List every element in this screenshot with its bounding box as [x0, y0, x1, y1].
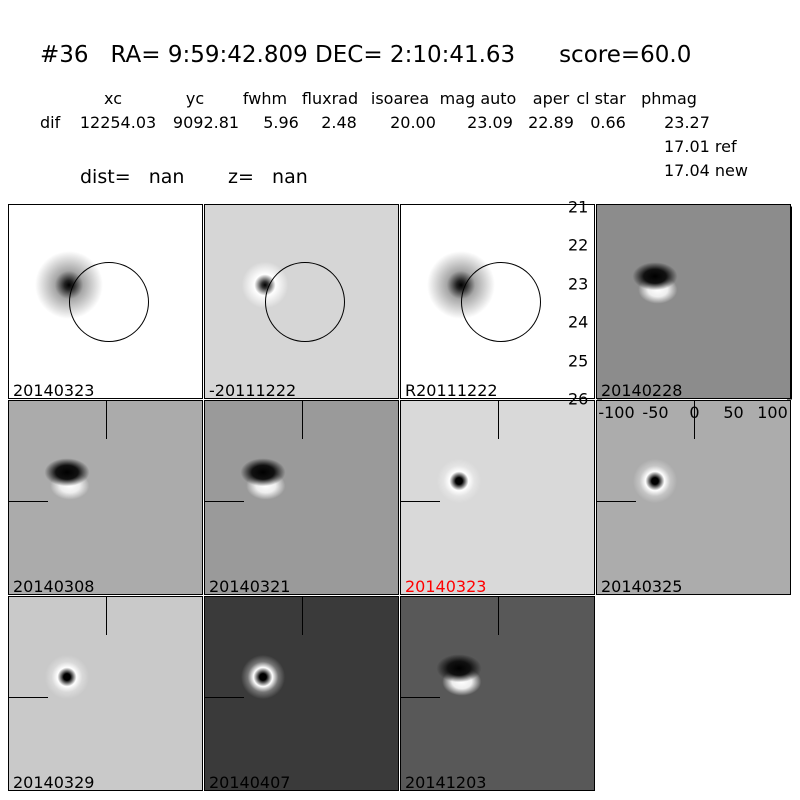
source-blob [39, 451, 95, 507]
x-tick-label: 100 [757, 403, 788, 422]
crosshair-vertical [302, 401, 303, 439]
stamp-label: 20140308 [13, 577, 95, 595]
column-value: 9092.81 [172, 113, 240, 132]
source-blob [627, 255, 683, 311]
column-header: phmag [641, 89, 697, 108]
crosshair-vertical [106, 401, 107, 439]
image-stamp: 20140329 [8, 596, 203, 791]
ref-mag: 17.01 ref [664, 137, 737, 156]
dist-readout: dist= nan [80, 166, 184, 188]
y-tick-label: 25 [568, 351, 589, 371]
image-stamp: 20140407 [204, 596, 399, 791]
ra: RA= 9:59:42.809 [110, 42, 308, 68]
stamp-label: 20140321 [209, 577, 291, 595]
stamp-label: R20111222 [405, 381, 498, 399]
source-blob [239, 653, 287, 701]
column-value: 20.00 [390, 113, 436, 132]
dec: DEC= 2:10:41.63 [315, 42, 516, 68]
y-tick-label: 26 [568, 389, 589, 409]
source-blob [431, 647, 487, 703]
source-blob [631, 457, 679, 505]
aperture-circle [265, 262, 345, 342]
crosshair-vertical [498, 401, 499, 439]
image-stamp: -20111222 [204, 204, 399, 399]
y-tick-label: 23 [568, 274, 589, 294]
image-stamp: 20140323 [8, 204, 203, 399]
x-tick-label: -50 [642, 403, 669, 422]
new-mag: 17.04 new [664, 161, 748, 180]
dist-label: dist= [80, 166, 131, 188]
crosshair-vertical [498, 597, 499, 635]
column-header: fwhm [242, 89, 288, 108]
column-value: 22.89 [528, 113, 574, 132]
image-stamp: 20140323 [400, 400, 595, 595]
y-tick-label: 21 [568, 197, 589, 217]
stamp-label: 20140407 [209, 773, 291, 791]
crosshair-horizontal [205, 697, 244, 698]
z-value: nan [272, 166, 308, 188]
x-tick-label: 0 [689, 403, 700, 422]
source-blob [235, 451, 291, 507]
x-tick-label: 50 [723, 403, 744, 422]
y-tick-label: 22 [568, 235, 589, 255]
crosshair-horizontal [401, 501, 440, 502]
image-stamp: 20140325 [596, 400, 791, 595]
crosshair-vertical [302, 597, 303, 635]
score: score=60.0 [559, 42, 692, 68]
stamp-label: 20140325 [601, 577, 683, 595]
crosshair-horizontal [401, 697, 440, 698]
column-value: 0.66 [590, 113, 626, 132]
column-value: 5.96 [263, 113, 299, 132]
source-blob [43, 653, 91, 701]
crosshair-vertical [106, 597, 107, 635]
column-header: cl star [576, 89, 626, 108]
column-value: 23.27 [664, 113, 710, 132]
stamp-label: 20140323 [13, 381, 95, 399]
column-header: aper [532, 89, 570, 108]
aperture-circle [69, 262, 149, 342]
image-stamp: R20111222 [400, 204, 595, 399]
column-header: yc [185, 89, 205, 108]
dist-value: nan [148, 166, 185, 188]
column-value: 2.48 [321, 113, 357, 132]
z-readout: z= nan [228, 166, 308, 188]
row-label: dif [40, 113, 61, 132]
column-header: isoarea [370, 89, 430, 108]
crosshair-vertical [694, 401, 695, 439]
title: #36 RA= 9:59:42.809 DEC= 2:10:41.63 scor… [40, 42, 691, 68]
crosshair-horizontal [9, 697, 48, 698]
image-stamp: 20140321 [204, 400, 399, 595]
x-tick-label: -100 [598, 403, 635, 422]
stamp-label: -20111222 [209, 381, 297, 399]
column-value: 23.09 [467, 113, 513, 132]
y-tick-label: 24 [568, 312, 589, 332]
crosshair-horizontal [597, 501, 636, 502]
column-header: xc [104, 89, 122, 108]
stamp-label: 20141203 [405, 773, 487, 791]
crosshair-horizontal [9, 501, 48, 502]
stamp-label: 20140323 [405, 577, 487, 595]
source-blob [435, 457, 483, 505]
object-id: #36 [40, 42, 89, 68]
stamp-label: 20140329 [13, 773, 95, 791]
image-stamp: 20140308 [8, 400, 203, 595]
z-label: z= [228, 166, 254, 188]
column-header: fluxrad [301, 89, 359, 108]
image-stamp: 20141203 [400, 596, 595, 791]
stamp-label: 20140228 [601, 381, 683, 399]
crosshair-horizontal [205, 501, 244, 502]
column-value: 12254.03 [79, 113, 157, 132]
aperture-circle [461, 262, 541, 342]
image-stamp: 20140228 [596, 204, 791, 399]
column-header: mag auto [439, 89, 517, 108]
